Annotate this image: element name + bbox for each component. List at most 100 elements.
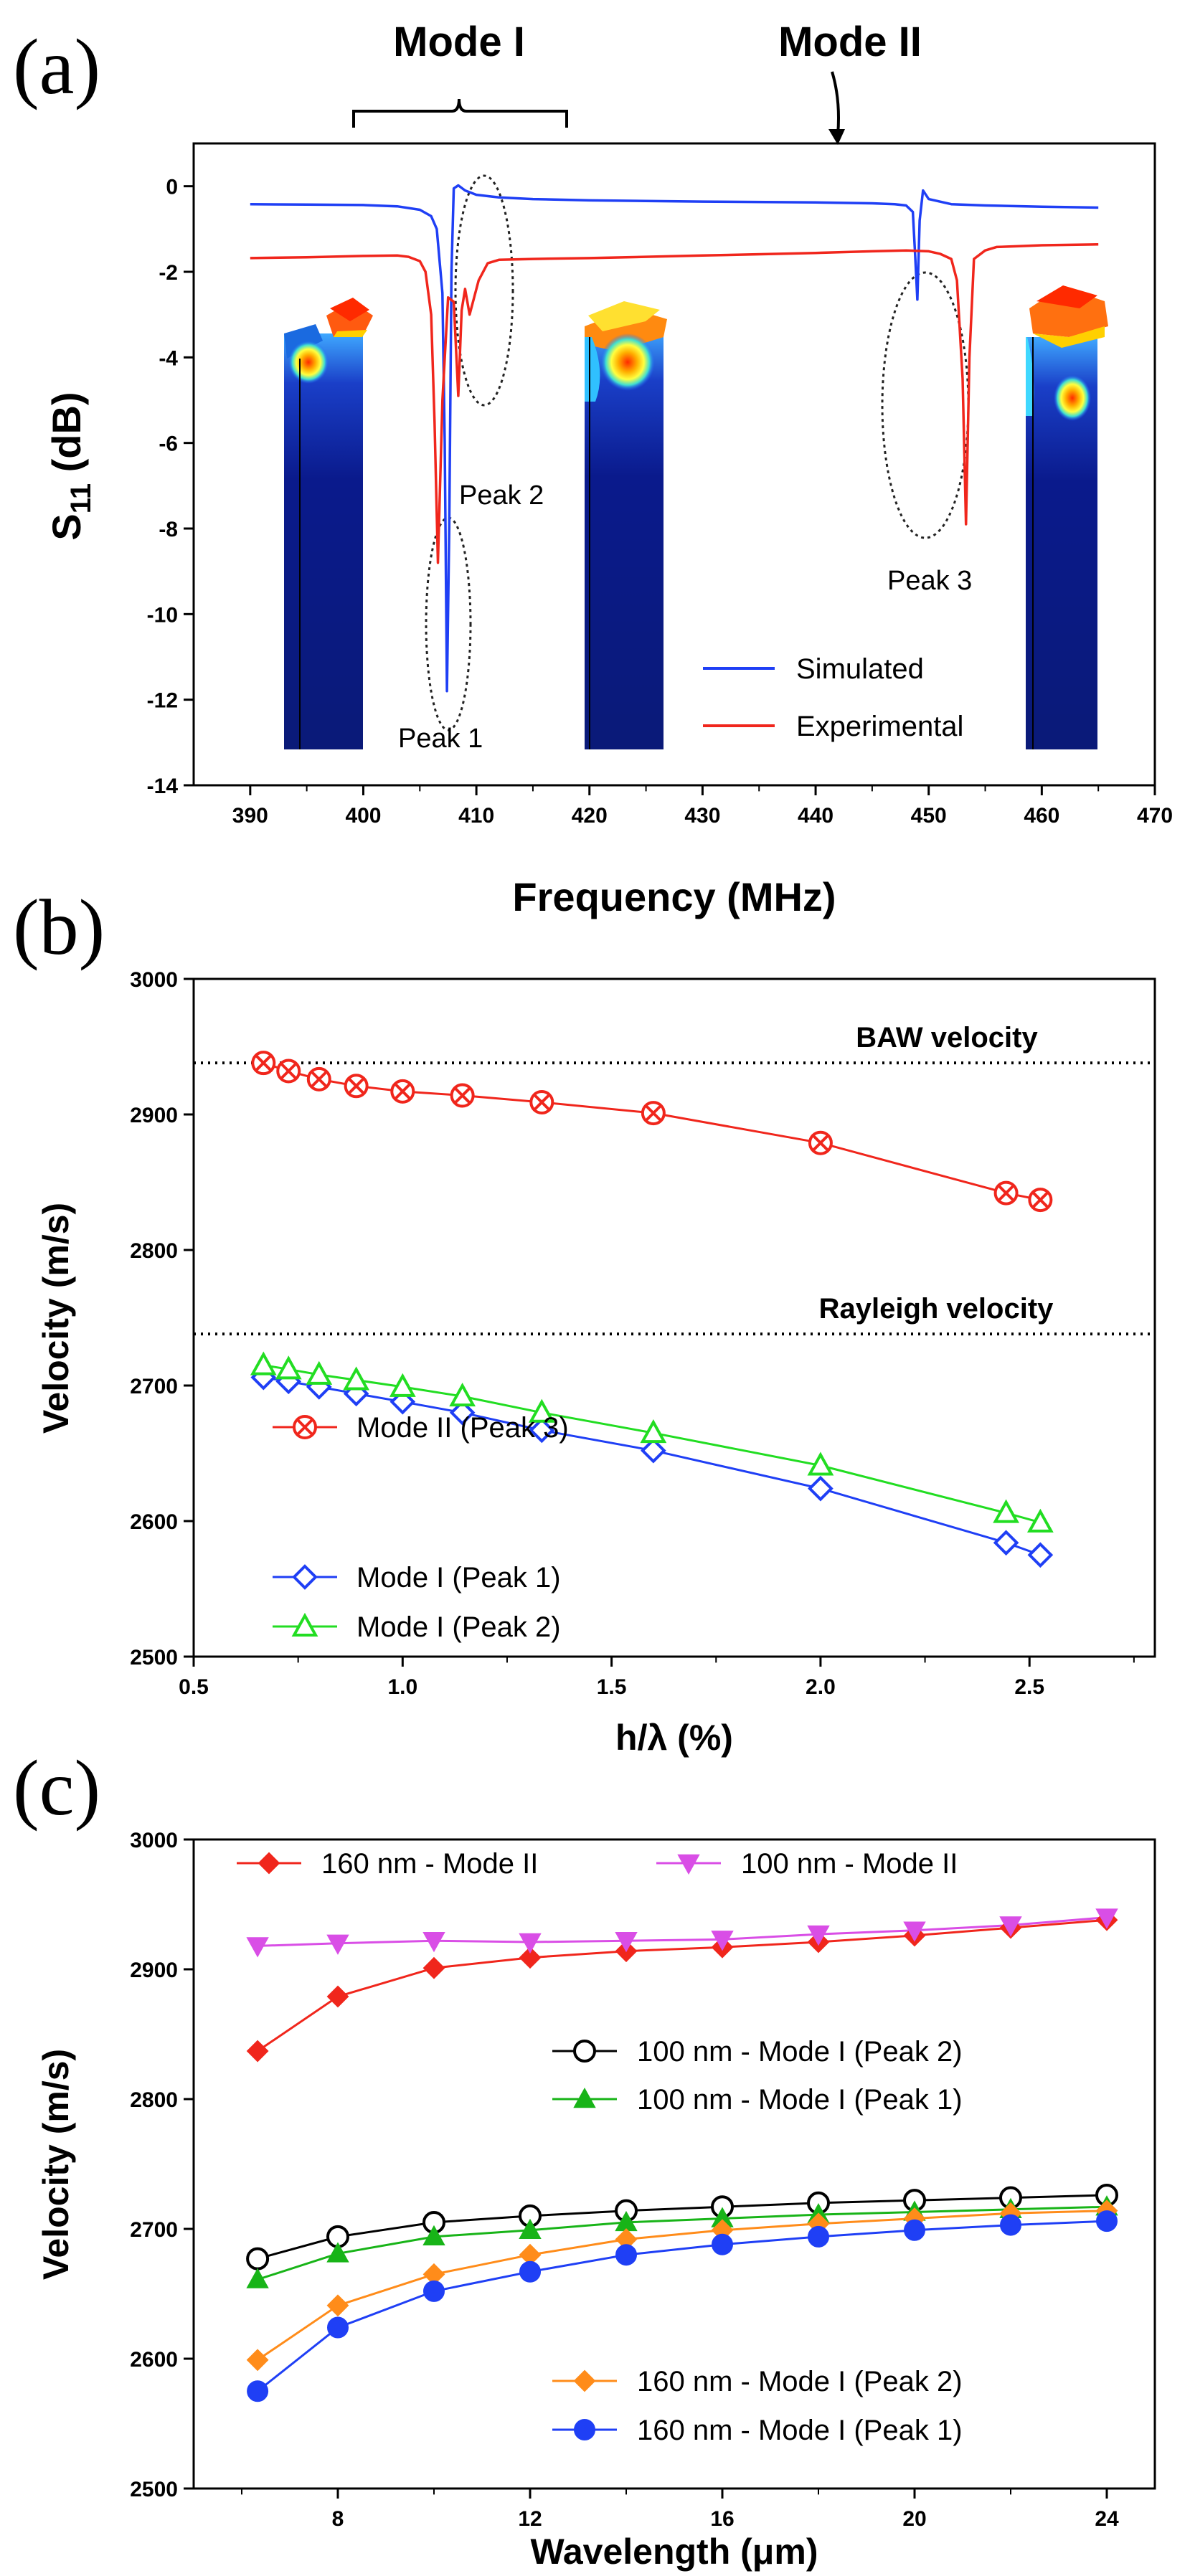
mode-2-label: Mode II	[778, 19, 922, 65]
y-tick-label: -6	[159, 432, 178, 456]
data-point	[640, 1419, 667, 1444]
plot-a-ylabel: S11 (dB)	[44, 392, 97, 540]
data-point	[258, 1852, 280, 1875]
peak-3-label: Peak 3	[887, 566, 972, 596]
plot-a-legend: Simulated Experimental	[703, 653, 963, 742]
data-point	[574, 2419, 595, 2440]
series-line	[257, 2205, 1108, 2281]
y-tick-label: -12	[147, 689, 178, 713]
x-tick-label: 430	[684, 804, 720, 828]
data-point	[422, 1956, 445, 1979]
series-line	[257, 2220, 1108, 2392]
x-tick-label: 450	[911, 804, 947, 828]
data-point	[808, 2225, 829, 2248]
panel-b-label: (b)	[13, 884, 105, 971]
data-point	[641, 1437, 666, 1464]
y-tick-label: -2	[159, 261, 178, 285]
y-tick-label: -14	[147, 775, 179, 798]
legend-label: 100 nm - Mode I (Peak 2)	[637, 2036, 963, 2068]
data-point	[529, 1417, 555, 1444]
data-point	[1027, 1542, 1054, 1568]
mode-2-arrow-head	[828, 129, 845, 145]
peak-3-ellipse	[881, 271, 970, 539]
data-point	[903, 1921, 926, 1942]
data-point	[449, 1383, 476, 1407]
series-line	[263, 1376, 1041, 1556]
data-point	[450, 1083, 475, 1108]
x-tick-label: 8	[332, 2507, 344, 2531]
data-point	[712, 2233, 733, 2255]
mode-1-label: Mode I	[393, 19, 525, 65]
plot-c-legend: 160 nm - Mode II 100 nm - Mode II 100 nm -…	[237, 1848, 963, 2446]
data-point	[246, 2247, 270, 2270]
data-point	[904, 2219, 925, 2241]
y-tick-label: 2800	[130, 1239, 178, 1263]
x-tick-label: 400	[345, 804, 381, 828]
data-point	[251, 1051, 276, 1076]
data-point	[808, 1475, 834, 1502]
peak-1-label: Peak 1	[398, 724, 483, 754]
panel-c-label: (c)	[13, 1744, 100, 1832]
data-point	[276, 1059, 301, 1084]
data-point	[306, 1360, 333, 1385]
y-tick-label: 3000	[130, 1829, 178, 1852]
data-point	[326, 1985, 349, 2008]
plot-b-ylabel: Velocity (m/s)	[36, 1203, 76, 1434]
data-point	[250, 1351, 277, 1375]
x-tick-label: 12	[518, 2507, 542, 2531]
legend-simulated-label: Simulated	[796, 653, 924, 685]
data-point	[293, 1415, 317, 1439]
data-point	[1095, 1908, 1118, 1929]
y-tick-label: 2700	[130, 2218, 178, 2242]
data-point	[677, 1854, 700, 1875]
mode-shape-image-3	[1026, 285, 1108, 749]
plot-c-ticks: 8 12 16 20 24 2500 2600 2700 2800 2900 3000	[130, 1829, 1119, 2531]
x-tick-label: 20	[902, 2507, 926, 2531]
data-point	[615, 2244, 637, 2266]
x-tick-label: 470	[1137, 804, 1173, 828]
legend-label: Mode I (Peak 2)	[356, 1611, 561, 1643]
plot-b-series	[250, 1051, 1054, 1568]
data-point	[306, 1066, 331, 1092]
mode-2-arrow	[831, 71, 840, 136]
y-tick-label: -10	[147, 603, 178, 627]
data-point	[247, 2380, 269, 2402]
series-line	[257, 1918, 1108, 2052]
data-point	[573, 2369, 596, 2392]
plot-c-xlabel: Wavelength (μm)	[531, 2532, 818, 2572]
mode-shape-image-2	[585, 301, 667, 749]
panel-c: (c) 8 12 16 20 24 2500 2600 2700 2800 2900 3000 16…	[13, 1744, 1156, 2572]
reference-line-label: BAW velocity	[856, 1022, 1038, 1053]
data-point	[246, 2268, 269, 2288]
data-point	[519, 1933, 542, 1954]
data-point	[993, 1180, 1019, 1206]
data-point	[711, 1931, 734, 1951]
data-point	[343, 1366, 370, 1391]
plot-a-xlabel: Frequency (MHz)	[512, 874, 836, 919]
panel-a: (a) Mode I Mode II	[13, 19, 1173, 919]
panel-b: (b) BAW velocity Rayleigh velocity 0.5 1.0…	[13, 884, 1156, 1758]
data-point	[1096, 2210, 1118, 2232]
data-point	[422, 1931, 445, 1953]
peak-1-ellipse	[425, 516, 472, 731]
x-tick-label: 440	[798, 804, 834, 828]
plot-b-reference-lines: BAW velocity Rayleigh velocity	[194, 1022, 1155, 1336]
plot-c-frame	[192, 1838, 1156, 2490]
series-line	[257, 2194, 1108, 2260]
data-point	[246, 2349, 269, 2372]
plot-c-ylabel: Velocity (m/s)	[36, 2049, 76, 2280]
y-tick-label: 2500	[130, 2478, 178, 2501]
data-point	[326, 2294, 349, 2317]
data-point	[1026, 1508, 1054, 1533]
series-line	[258, 1916, 1108, 1947]
series-line	[263, 1061, 1041, 1201]
plot-a-series	[250, 184, 1099, 693]
plot-b-xlabel: h/λ (%)	[615, 1718, 733, 1758]
mode-shape-image-1	[284, 298, 373, 749]
plot-a-ticks: 390 400 410 420 430 440 450 460 470 0 -2 -4 -6 -8 -10 -…	[147, 176, 1173, 828]
data-point	[528, 1398, 555, 1423]
legend-experimental-label: Experimental	[796, 711, 963, 742]
x-tick-label: 390	[232, 804, 268, 828]
data-point	[327, 2316, 349, 2339]
